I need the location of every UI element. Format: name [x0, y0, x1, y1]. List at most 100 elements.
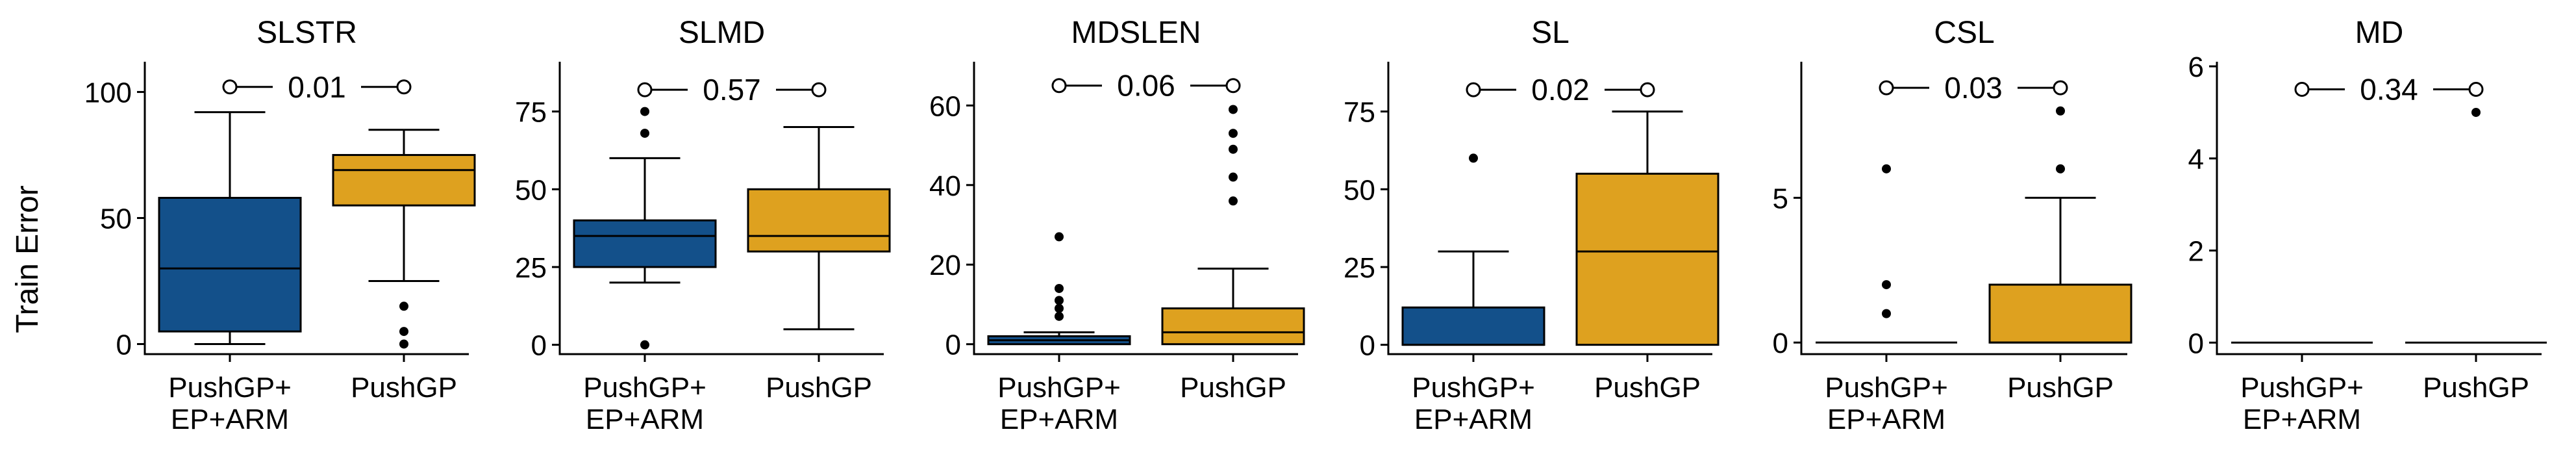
box-pushgp	[1575, 110, 1719, 346]
x-tick-label: PushGP	[2007, 372, 2114, 404]
p-value-label: 0.02	[1531, 73, 1590, 107]
outlier-point	[1229, 105, 1238, 114]
panel-title: MDSLEN	[1071, 16, 1201, 50]
y-tick-label: 4	[2188, 144, 2204, 175]
p-value-annotation: 0.03	[1879, 71, 2068, 105]
outlier-point	[2056, 106, 2065, 116]
box-pushgp-ep-arm	[158, 111, 302, 345]
x-tick-label: PushGP+	[1412, 372, 1535, 404]
outlier-point	[1229, 196, 1238, 206]
p-value-label: 0.01	[288, 70, 346, 104]
panel-sl: SL 0 25 50 75 PushGP+EP+ARM PushGP 0.02	[1344, 16, 1719, 435]
box-body	[158, 196, 302, 333]
annotation-endpoint	[811, 82, 827, 97]
x-tick-label: PushGP	[766, 372, 872, 404]
annotation-endpoint	[1051, 78, 1067, 94]
panel-slstr: SLSTR 0 50 100 PushGP+EP+ARM PushGP 0.01	[84, 16, 476, 435]
p-value-annotation: 0.57	[637, 73, 827, 107]
panel-title: MD	[2355, 16, 2404, 50]
x-tick-label: PushGP+	[2240, 372, 2364, 404]
annotation-endpoint	[1225, 78, 1241, 94]
x-tick-label: PushGP	[351, 372, 457, 404]
y-tick-label: 5	[1773, 183, 1788, 214]
outlier-point	[399, 327, 408, 337]
x-tick-label: PushGP+	[1825, 372, 1948, 404]
p-value-label: 0.34	[2360, 73, 2418, 107]
y-tick-label: 100	[84, 77, 132, 109]
annotation-endpoint	[637, 82, 653, 97]
outlier-point	[399, 302, 408, 311]
y-tick-label: 2	[2188, 236, 2204, 268]
p-value-label: 0.03	[1944, 71, 2003, 105]
x-tick-label: EP+ARM	[1827, 404, 1945, 435]
panel-title: SL	[1531, 16, 1569, 50]
outlier-point	[1229, 144, 1238, 154]
outlier-point	[640, 129, 649, 138]
panel-csl: CSL 0 5 PushGP+EP+ARM PushGP 0.03	[1773, 16, 2132, 435]
y-tick-label: 25	[1344, 252, 1375, 284]
y-axis-label: Train Error	[10, 185, 45, 333]
box-body	[332, 154, 476, 207]
p-value-annotation: 0.02	[1466, 73, 1655, 107]
y-tick-label: 20	[929, 250, 961, 281]
box-body	[1161, 307, 1305, 346]
y-tick-label: 0	[1773, 327, 1788, 359]
x-tick-label: EP+ARM	[2243, 404, 2361, 435]
outlier-point	[1055, 296, 1064, 305]
outlier-point	[399, 339, 408, 349]
outlier-point	[1055, 283, 1064, 293]
y-tick-label: 0	[945, 329, 961, 361]
panel-title: CSL	[1934, 16, 1994, 50]
p-value-annotation: 0.34	[2294, 73, 2484, 107]
x-tick-label: PushGP+	[168, 372, 292, 404]
outlier-point	[1469, 153, 1478, 163]
box-pushgp-ep-arm	[573, 107, 717, 350]
panel-slmd: SLMD 0 25 50 75 PushGP+EP+ARM PushGP 0.57	[515, 16, 891, 435]
outlier-point	[1882, 280, 1891, 290]
annotation-endpoint	[222, 79, 238, 95]
outlier-point	[1055, 303, 1064, 313]
y-tick-label: 40	[929, 170, 961, 202]
outlier-point	[640, 340, 649, 350]
outlier-point	[640, 107, 649, 116]
panel-md: MD 0 2 4 6 PushGP+EP+ARM PushGP 0.34	[2188, 16, 2547, 435]
x-tick-label: PushGP	[2423, 372, 2529, 404]
box-pushgp	[1988, 106, 2132, 344]
panel-mdslen: MDSLEN 0 20 40 60 PushGP+EP+ARM PushGP 0.06	[929, 16, 1305, 435]
x-tick-label: EP+ARM	[171, 404, 289, 435]
outlier-point	[1229, 172, 1238, 182]
box-pushgp-ep-arm	[1401, 153, 1545, 346]
y-tick-label: 50	[100, 203, 132, 235]
y-tick-label: 6	[2188, 51, 2204, 83]
outlier-point	[1055, 311, 1064, 321]
y-tick-label: 0	[116, 329, 132, 361]
y-tick-label: 75	[515, 97, 547, 129]
p-value-annotation: 0.06	[1051, 69, 1241, 103]
box-body	[1401, 306, 1545, 346]
y-tick-label: 50	[515, 174, 547, 206]
outlier-point	[1055, 232, 1064, 242]
y-tick-label: 50	[1344, 174, 1375, 206]
y-tick-label: 0	[2188, 327, 2204, 359]
panel-title: SLMD	[679, 16, 765, 50]
y-tick-label: 75	[1344, 97, 1375, 129]
annotation-endpoint	[1466, 82, 1481, 97]
annotation-endpoint	[396, 79, 412, 95]
box-pushgp	[747, 126, 891, 331]
box-pushgp	[1161, 105, 1305, 346]
annotation-endpoint	[2294, 82, 2310, 97]
annotation-endpoint	[1879, 80, 1894, 96]
y-tick-label: 0	[531, 330, 547, 362]
outlier-point	[1882, 164, 1891, 173]
outlier-point	[2056, 164, 2065, 173]
outlier-point	[2471, 107, 2481, 117]
x-tick-label: PushGP	[1180, 372, 1286, 404]
x-tick-label: PushGP	[1594, 372, 1701, 404]
box-body	[747, 188, 891, 253]
annotation-endpoint	[2468, 82, 2484, 97]
y-tick-label: 25	[515, 252, 547, 284]
box-pushgp-ep-arm	[1816, 164, 1957, 344]
box-pushgp-ep-arm	[987, 232, 1131, 346]
x-tick-label: PushGP+	[583, 372, 707, 404]
